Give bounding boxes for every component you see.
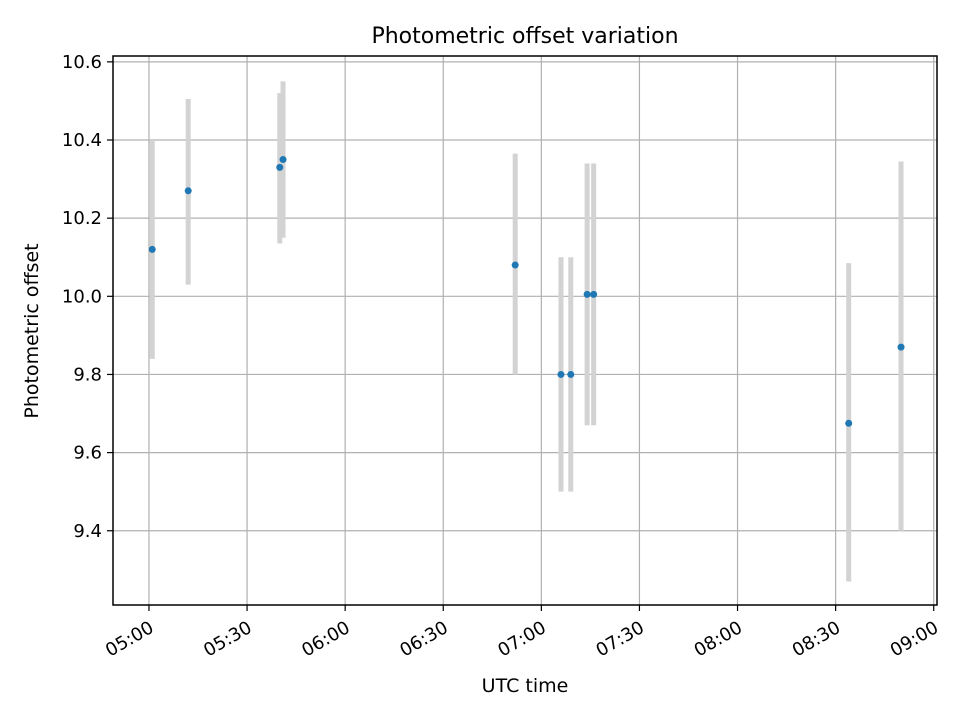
- y-tick-label: 9.6: [73, 443, 102, 464]
- data-point: [184, 187, 192, 195]
- grid: [113, 56, 937, 605]
- data-point: [279, 156, 287, 164]
- data-point: [897, 343, 905, 351]
- chart-title: Photometric offset variation: [371, 24, 678, 49]
- y-tick-label: 10.0: [62, 286, 102, 307]
- data-points: [148, 156, 905, 427]
- y-tick-label: 10.4: [62, 130, 102, 151]
- y-tick-label: 9.4: [73, 521, 102, 542]
- y-tick-label: 9.8: [73, 364, 102, 385]
- x-axis-label: UTC time: [482, 675, 569, 697]
- data-point: [583, 290, 591, 298]
- data-point: [845, 419, 853, 427]
- data-point: [590, 290, 598, 298]
- y-tick-label: 10.2: [62, 208, 102, 229]
- data-point: [276, 163, 284, 171]
- y-tick-label: 10.6: [62, 52, 102, 73]
- data-point: [511, 261, 519, 269]
- data-point: [148, 245, 156, 253]
- plot-frame: [112, 55, 938, 606]
- data-point: [557, 370, 565, 378]
- data-point: [567, 370, 575, 378]
- y-axis-ticks: 9.4 9.6 9.8 10.0 10.2 10.4 10.6: [62, 52, 113, 542]
- y-axis-label: Photometric offset: [21, 243, 43, 418]
